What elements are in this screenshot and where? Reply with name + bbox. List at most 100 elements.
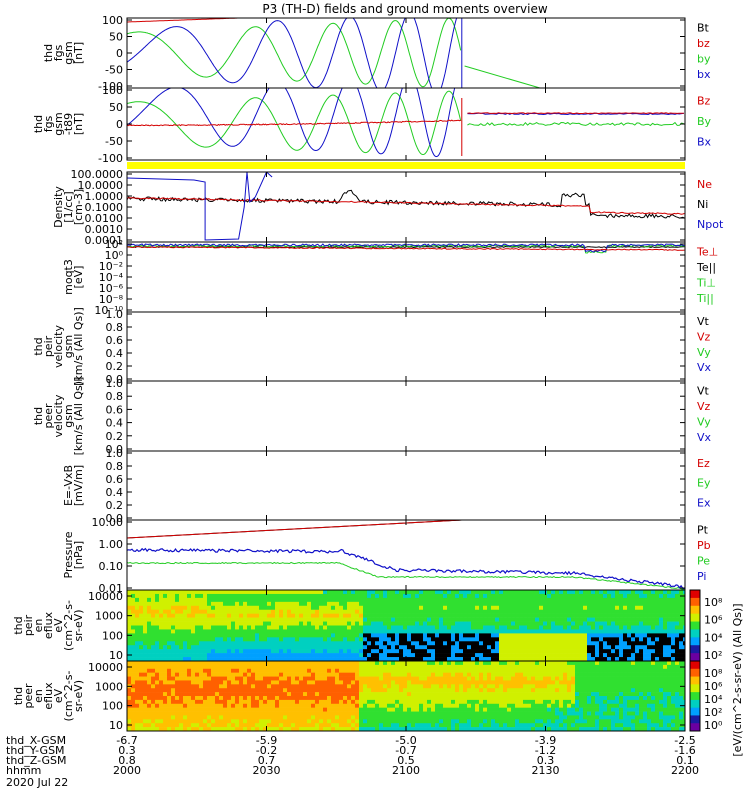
y-tick-label: -50 xyxy=(105,64,123,77)
legend-By: By xyxy=(697,115,712,128)
y-axis-label: thdpeerenefluxeV(cm^2-s-sr-eV) xyxy=(12,671,85,722)
colorbar-tick: 10² xyxy=(704,706,722,719)
y-tick-label: 0.4 xyxy=(106,486,124,499)
y-axis-label-line: [cm-3] xyxy=(72,189,85,225)
y-tick-label: 1.0 xyxy=(106,377,124,390)
y-axis-label: thdfgsgsm[nT] xyxy=(42,41,85,64)
panel-frame xyxy=(127,312,685,381)
panel-peer_spec-traces xyxy=(127,661,687,731)
x-row-label: 2020 Jul 22 xyxy=(6,776,68,789)
panel-frame xyxy=(127,172,685,242)
legend-by: by xyxy=(697,52,711,65)
legend-Pb: Pb xyxy=(697,539,711,552)
y-tick-label: 0.6 xyxy=(106,473,124,486)
y-axis-label: E=-VxB[mV/m] xyxy=(62,465,85,506)
y-tick-label: 0.2 xyxy=(106,499,124,512)
y-axis-label: thdpeervelocitygsm[km/s (All Qs)] xyxy=(32,377,85,456)
x-tick-value: 2030 xyxy=(253,764,281,777)
panel-peir_spec-traces xyxy=(127,590,687,661)
y-tick-label: 0.8 xyxy=(106,460,124,473)
legend-Ne: Ne xyxy=(697,178,712,191)
legend-Vt: Vt xyxy=(697,315,710,328)
colorbar-tick: 10⁸ xyxy=(704,667,723,680)
y-tick-label: 50 xyxy=(109,101,123,114)
legend-Pt: Pt xyxy=(697,523,709,536)
x-tick-value: 2130 xyxy=(532,764,560,777)
colorbar-label: [eV/(cm^2-s-sr-eV) (All Qs)] xyxy=(731,603,744,756)
y-tick-label: 100 xyxy=(102,629,123,642)
legend-Vx: Vx xyxy=(697,361,712,374)
panel-density-traces xyxy=(127,172,684,240)
y-axis-label: thdpeirenefluxeV(cm^2-s-sr-eV) xyxy=(12,600,85,651)
y-axis-label-line: [nT] xyxy=(72,113,85,135)
colorbar-tick: 10⁶ xyxy=(704,680,723,693)
y-axis-label-line: sr-eV) xyxy=(72,680,85,712)
trace-by xyxy=(465,66,540,88)
panel-fgs-traces xyxy=(127,10,540,95)
y-tick-label: 0 xyxy=(116,47,123,60)
legend-Ti||: Ti|| xyxy=(696,292,714,305)
y-axis-label-line: [eV] xyxy=(72,266,85,289)
y-tick-label: 0.10 xyxy=(99,560,124,573)
y-tick-label: 100 xyxy=(102,700,123,713)
panel-temperature: 10²10⁰10⁻²10⁻⁴10⁻⁶10⁻⁸10⁻¹⁰moqt3[eV]Te⊥T… xyxy=(62,238,718,317)
y-tick-label: 10 xyxy=(109,719,123,732)
y-tick-label: 0.6 xyxy=(106,403,124,416)
panel-frame xyxy=(127,18,685,88)
y-tick-label: -100 xyxy=(98,152,123,165)
panel-peir_vel: 1.00.80.60.40.20.0thdpeirvelocitygsm[km/… xyxy=(32,307,712,386)
legend-Bz: Bz xyxy=(697,94,711,107)
y-axis-label-line: [nT] xyxy=(72,42,85,64)
y-axis-label: moqt3[eV] xyxy=(62,259,85,295)
colorbar-tick: 10⁶ xyxy=(704,614,723,627)
y-axis-label: thdfgsgsm-t89[nT] xyxy=(32,112,85,135)
legend-Vy: Vy xyxy=(697,346,711,359)
legend-Te||: Te|| xyxy=(696,261,716,274)
y-tick-label: 1.00 xyxy=(99,538,124,551)
y-tick-label: 1000 xyxy=(95,610,123,623)
legend-Vz: Vz xyxy=(697,331,711,344)
y-tick-label: 10000 xyxy=(88,590,123,603)
panel-peir_spec: 10000100010010thdpeirenefluxeV(cm^2-s-sr… xyxy=(12,590,723,662)
y-tick-label: 1.0 xyxy=(106,308,124,321)
y-tick-label: 0 xyxy=(116,118,123,131)
y-axis-label-line: [nPa] xyxy=(72,541,85,569)
legend-Vx: Vx xyxy=(697,431,712,444)
y-tick-label: 10.00 xyxy=(92,516,124,529)
legend-bx: bx xyxy=(697,68,711,81)
x-tick-value: 2200 xyxy=(671,764,699,777)
y-tick-label: 0.2 xyxy=(106,360,124,373)
panel-stack: 100500-50-100thdfgsgsm[nT]Btbzbybx100500… xyxy=(12,10,744,757)
y-tick-label: 1.0 xyxy=(106,447,124,460)
panel-peer_vel: 1.00.80.60.40.20.0thdpeervelocitygsm[km/… xyxy=(32,377,712,456)
legend-bz: bz xyxy=(697,37,710,50)
legend-Te⊥: Te⊥ xyxy=(696,245,718,258)
colorbar-tick: 10⁴ xyxy=(704,631,723,644)
y-tick-label: 0.6 xyxy=(106,334,124,347)
y-axis-label-line: [mV/m] xyxy=(72,465,85,506)
y-tick-label: 0.8 xyxy=(106,390,124,403)
y-tick-label: 100 xyxy=(102,14,123,27)
legend-Pi: Pi xyxy=(697,570,706,583)
legend-Ti⊥: Ti⊥ xyxy=(696,276,716,289)
y-axis-label: Pressure[nPa] xyxy=(62,531,85,578)
y-tick-label: 0.2 xyxy=(106,430,124,443)
legend-Bt: Bt xyxy=(697,21,710,34)
plot-title: P3 (TH-D) fields and ground moments over… xyxy=(262,2,547,16)
y-tick-label: 0.4 xyxy=(106,347,124,360)
y-axis-label: Density[1/cc][cm-3] xyxy=(52,186,85,228)
colorbar-tick: 10⁸ xyxy=(704,596,723,609)
y-axis-label-line: [km/s (All Qs)] xyxy=(72,377,85,456)
y-tick-label: 100 xyxy=(102,84,123,97)
y-tick-label: 1000 xyxy=(95,680,123,693)
y-tick-label: 0.8 xyxy=(106,321,124,334)
x-tick-value: 2100 xyxy=(392,764,420,777)
y-tick-label: 10000 xyxy=(88,661,123,674)
